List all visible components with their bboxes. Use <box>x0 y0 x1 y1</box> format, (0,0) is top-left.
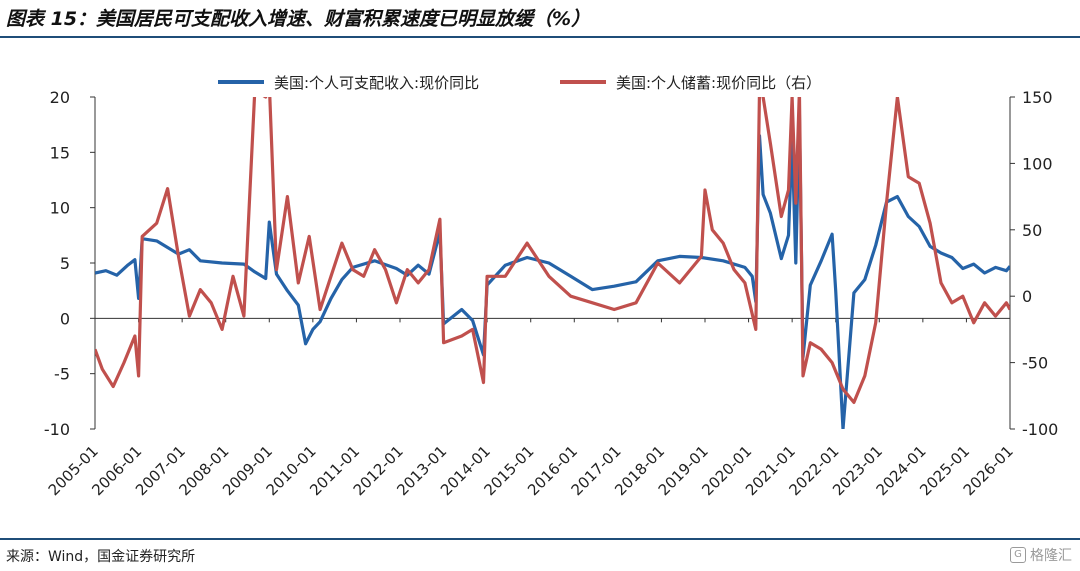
right-tick-label: 100 <box>1022 154 1053 173</box>
title-divider <box>0 36 1080 38</box>
chart-title: 图表 15：美国居民可支配收入增速、财富积累速度已明显放缓（%） <box>6 8 591 30</box>
right-tick-label: -100 <box>1022 420 1058 439</box>
right-tick-label: -50 <box>1022 354 1048 373</box>
right-tick-label: 50 <box>1022 221 1042 240</box>
source-note: 来源：Wind，国金证券研究所 <box>6 549 196 565</box>
right-tick-label: 0 <box>1022 287 1032 306</box>
watermark-logo-icon: G <box>1010 547 1026 563</box>
footer-divider <box>0 538 1080 540</box>
watermark-text: 格隆汇 <box>1030 548 1072 564</box>
left-tick-label: 5 <box>60 254 70 273</box>
series-line-2 <box>95 97 1010 404</box>
left-tick-label: -5 <box>54 365 70 384</box>
series-lines <box>95 97 1010 429</box>
left-tick-label: 10 <box>50 199 70 218</box>
watermark: G 格隆汇 <box>1010 545 1072 565</box>
right-axis-ticks: -100 -50 0 50 100 150 <box>1010 88 1058 439</box>
legend-label-1: 美国:个人可支配收入:现价同比 <box>274 74 479 92</box>
left-tick-label: 20 <box>50 88 70 107</box>
legend-label-2: 美国:个人储蓄:现价同比（右） <box>616 74 821 92</box>
left-axis-ticks: -10 -5 0 5 10 15 20 <box>44 88 95 439</box>
legend: 美国:个人可支配收入:现价同比 美国:个人储蓄:现价同比（右） <box>218 74 821 92</box>
left-tick-label: 15 <box>50 143 70 162</box>
right-tick-label: 150 <box>1022 88 1053 107</box>
series-line-1 <box>95 112 1010 429</box>
left-tick-label: -10 <box>44 420 70 439</box>
left-tick-label: 0 <box>60 309 70 328</box>
